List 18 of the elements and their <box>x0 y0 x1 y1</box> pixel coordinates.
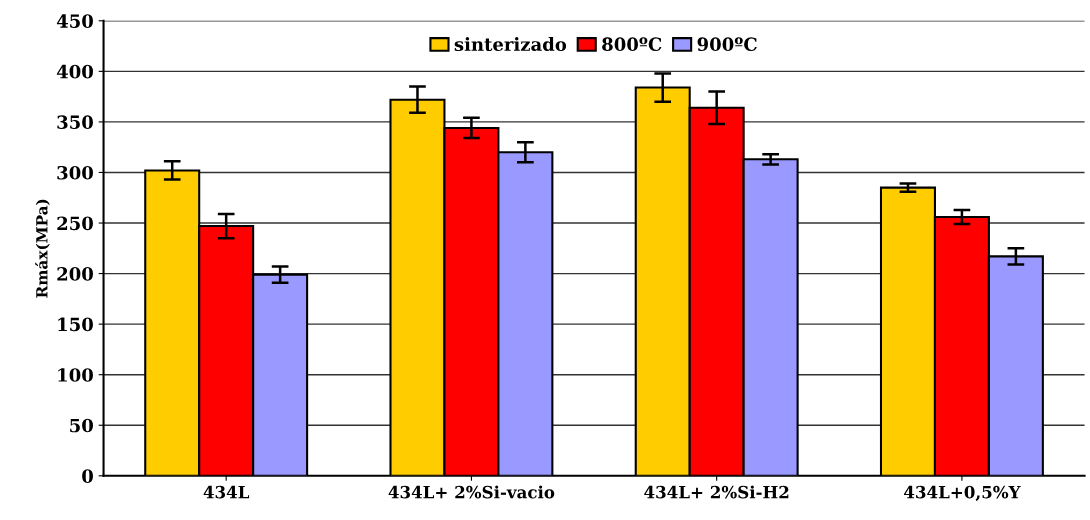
legend-label: 900ºC <box>697 37 757 52</box>
y-tick-label: 250 <box>57 216 93 231</box>
x-tick-label: 434L+ 2%Si-H2 <box>644 485 789 499</box>
x-tick-label: 434L <box>203 485 250 499</box>
legend-label: 800ºC <box>602 37 662 52</box>
y-tick-label: 450 <box>56 14 93 28</box>
y-tick-label: 300 <box>57 165 93 180</box>
y-tick-label: 100 <box>58 368 93 382</box>
x-tick-label: 434L+ 2%Si-vacio <box>388 485 555 499</box>
y-tick-label: 350 <box>57 115 93 130</box>
y-tick-label: 50 <box>70 418 93 433</box>
y-tick-label: 400 <box>56 64 93 79</box>
legend-label: sinterizado <box>454 37 567 52</box>
y-tick-label: 0 <box>82 469 93 483</box>
y-tick-label: 200 <box>57 267 93 281</box>
x-tick-label: 434L+0,5%Y <box>904 485 1021 501</box>
y-tick-label: 150 <box>58 317 93 332</box>
y-axis-title: Rmáx(MPa) <box>35 199 50 298</box>
